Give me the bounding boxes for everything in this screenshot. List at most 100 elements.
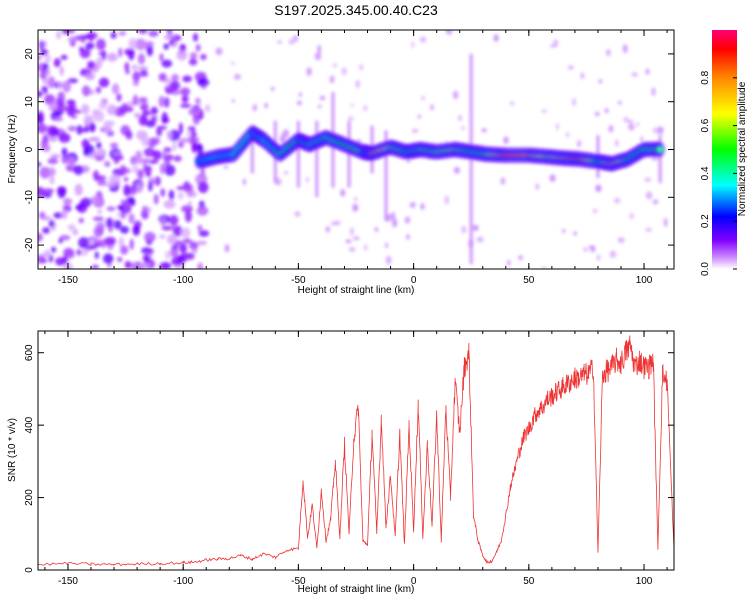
x-tick-label: 100 xyxy=(636,576,653,587)
heatmap-cell xyxy=(172,140,177,152)
heatmap-cell xyxy=(615,139,619,147)
heatmap-cell xyxy=(590,247,596,253)
heatmap-cell xyxy=(541,109,547,113)
heatmap-cell xyxy=(143,147,156,157)
heatmap-cell xyxy=(350,227,354,236)
heatmap-cell xyxy=(96,141,102,150)
heatmap-cell xyxy=(73,165,84,176)
heatmap-cell xyxy=(132,225,140,233)
heatmap-cell xyxy=(651,87,656,96)
y-tick-label: 10 xyxy=(24,96,35,108)
heatmap-cell xyxy=(110,31,117,39)
heatmap-cell xyxy=(58,132,71,143)
heatmap-cell xyxy=(47,157,59,165)
heatmap-cell xyxy=(93,226,104,238)
heatmap-cell xyxy=(161,225,173,231)
heatmap-cell xyxy=(39,166,51,179)
heatmap-cell xyxy=(81,103,90,115)
heatmap-cell xyxy=(173,155,182,162)
heatmap-cell xyxy=(113,151,122,156)
heatmap-cell xyxy=(98,102,107,110)
heatmap-cell xyxy=(197,224,203,232)
heatmap-cell xyxy=(411,41,415,49)
heatmap-cell xyxy=(580,72,585,79)
heatmap-cell xyxy=(120,211,126,220)
figure-title: S197.2025.345.00.40.C23 xyxy=(274,2,438,18)
heatmap-cell xyxy=(329,75,335,84)
heatmap-cell xyxy=(163,43,169,50)
heatmap-cell xyxy=(180,87,191,96)
heatmap-cell xyxy=(176,49,188,61)
heatmap-cell xyxy=(657,126,664,135)
heatmap-cell xyxy=(131,64,138,71)
heatmap-cell xyxy=(627,123,635,131)
heatmap-cell xyxy=(40,48,49,56)
heatmap-cell xyxy=(137,53,146,65)
heatmap-cell xyxy=(70,109,82,114)
heatmap-cell xyxy=(145,172,152,177)
heatmap-cell xyxy=(39,71,47,80)
heatmap-cell xyxy=(392,218,398,228)
y-tick-label: 20 xyxy=(24,48,35,60)
heatmap-cell xyxy=(44,54,51,64)
heatmap-streak xyxy=(384,130,388,222)
heatmap-cell xyxy=(72,228,79,236)
heatmap-cell xyxy=(594,111,600,117)
heatmap-cell xyxy=(103,124,111,133)
heatmap-cell xyxy=(163,97,170,108)
heatmap-cell xyxy=(118,47,123,58)
heatmap-cell xyxy=(134,112,141,119)
heatmap-cell xyxy=(457,115,463,121)
heatmap-cell xyxy=(374,227,379,232)
colorbar-tick-label: 0.0 xyxy=(700,262,711,276)
heatmap-cell xyxy=(109,174,121,186)
heatmap-cell xyxy=(57,91,66,103)
heatmap-cell xyxy=(156,125,163,137)
heatmap-cell xyxy=(63,247,74,258)
heatmap-cell xyxy=(172,225,183,237)
heatmap-cell xyxy=(549,44,555,48)
heatmap-cell xyxy=(166,30,173,36)
heatmap-cell xyxy=(48,219,55,228)
heatmap-cell xyxy=(192,248,198,254)
heatmap-cell xyxy=(128,213,135,224)
heatmap-cell xyxy=(294,211,301,217)
heatmap-cell xyxy=(188,107,200,116)
heatmap-cell xyxy=(85,72,95,81)
heatmap-cell xyxy=(417,115,422,119)
heatmap-cell xyxy=(292,35,299,42)
heatmap-cell xyxy=(79,46,84,52)
heatmap-cell xyxy=(189,58,198,66)
heatmap-cell xyxy=(92,110,105,122)
heatmap-cell xyxy=(282,129,290,138)
heatmap-cell xyxy=(139,104,146,110)
spectrogram-heatmap xyxy=(38,30,668,269)
heatmap-cell xyxy=(561,229,566,233)
heatmap-cell xyxy=(191,142,197,154)
colorbar-label: Normalized spectral amplitude xyxy=(737,81,748,216)
spectrogram-ylabel: Frequency (Hz) xyxy=(7,115,18,184)
heatmap-cell xyxy=(181,95,189,103)
heatmap-cell xyxy=(49,175,55,185)
heatmap-cell xyxy=(42,188,55,194)
heatmap-streak xyxy=(315,120,319,198)
heatmap-cell xyxy=(242,178,246,186)
heatmap-cell xyxy=(38,125,45,133)
heatmap-cell xyxy=(549,174,556,182)
heatmap-cell xyxy=(192,113,201,125)
heatmap-cell xyxy=(81,85,91,97)
heatmap-cell xyxy=(141,247,152,254)
y-tick-label: 0 xyxy=(24,146,35,152)
heatmap-cell xyxy=(461,126,465,130)
heatmap-cell xyxy=(120,199,128,204)
heatmap-cell xyxy=(353,236,360,241)
heatmap-cell xyxy=(67,78,79,84)
heatmap-cell xyxy=(453,166,461,174)
heatmap-cell xyxy=(296,100,302,106)
heatmap-cell xyxy=(53,58,61,68)
heatmap-cell xyxy=(75,205,83,210)
heatmap-cell xyxy=(87,60,96,69)
heatmap-cell xyxy=(78,237,90,249)
heatmap-cell xyxy=(197,78,209,87)
heatmap-cell xyxy=(61,154,68,164)
